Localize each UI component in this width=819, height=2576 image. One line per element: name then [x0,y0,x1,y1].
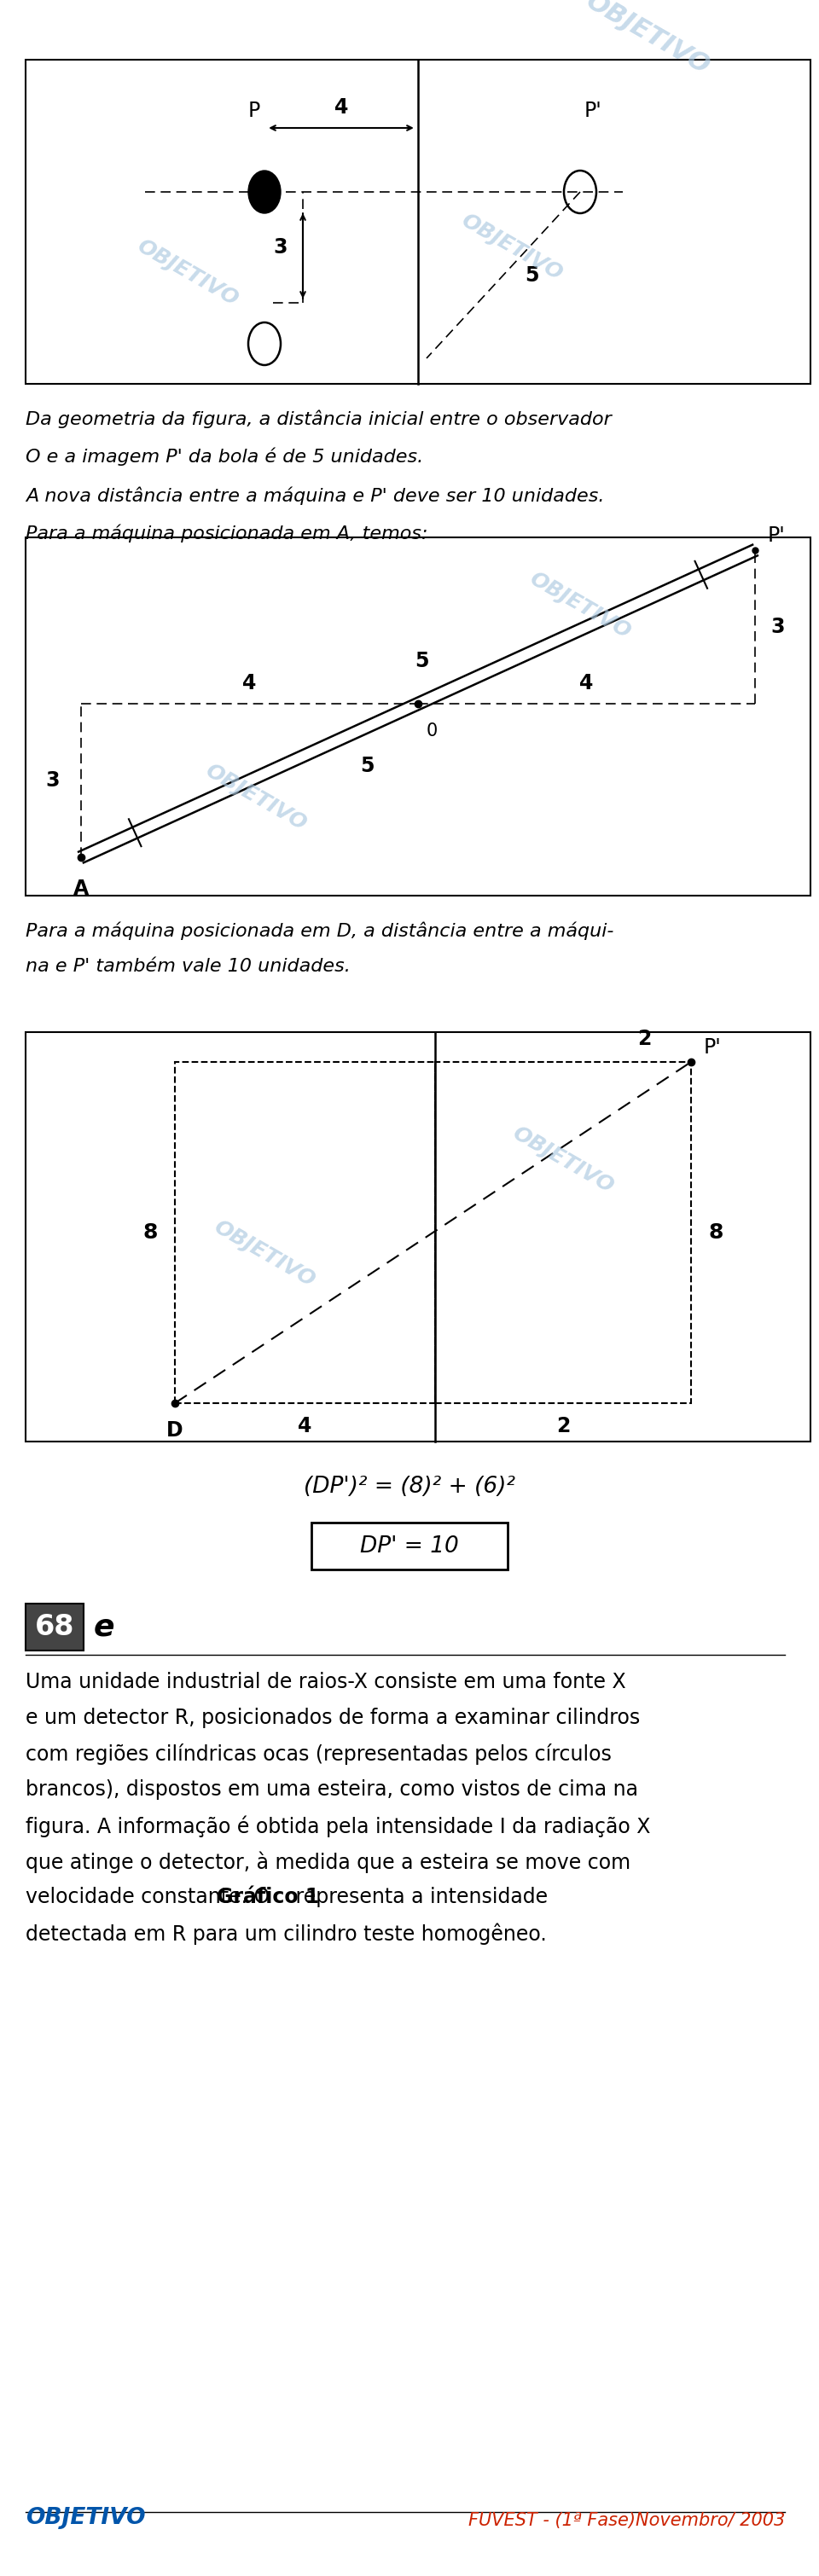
Text: P': P' [585,100,602,121]
Text: e: e [94,1613,115,1641]
Text: OBJETIVO: OBJETIVO [201,760,310,835]
Text: Para a máquina posicionada em A, temos:: Para a máquina posicionada em A, temos: [25,526,428,544]
Text: OBJETIVO: OBJETIVO [509,1123,618,1198]
Text: 0: 0 [427,721,438,739]
Text: brancos), dispostos em uma esteira, como vistos de cima na: brancos), dispostos em uma esteira, como… [25,1780,638,1801]
Text: 8: 8 [143,1224,158,1242]
Ellipse shape [248,170,281,214]
Text: DP' = 10: DP' = 10 [360,1535,459,1556]
Text: OBJETIVO: OBJETIVO [526,569,635,644]
Text: com regiões cilíndricas ocas (representadas pelos círculos: com regiões cilíndricas ocas (representa… [25,1744,612,1765]
Text: 3: 3 [771,616,785,636]
Text: 4: 4 [580,672,594,693]
Text: que atinge o detector, à medida que a esteira se move com: que atinge o detector, à medida que a es… [25,1852,631,1873]
Text: Para a máquina posicionada em D, a distância entre a máqui-: Para a máquina posicionada em D, a distâ… [25,922,613,940]
Text: OBJETIVO: OBJETIVO [25,2506,146,2530]
Text: P: P [248,100,260,121]
Text: 5: 5 [360,755,374,775]
Text: e um detector R, posicionados de forma a examinar cilindros: e um detector R, posicionados de forma a… [25,1708,640,1728]
Text: (DP')² = (8)² + (6)²: (DP')² = (8)² + (6)² [304,1476,515,1497]
Text: representa a intensidade: representa a intensidade [289,1886,547,1906]
Text: Uma unidade industrial de raios-X consiste em uma fonte X: Uma unidade industrial de raios-X consis… [25,1672,626,1692]
Text: 2: 2 [556,1417,570,1437]
Bar [175,1061,435,1404]
Text: 3: 3 [46,770,60,791]
Text: velocidade constante. O: velocidade constante. O [25,1886,276,1906]
Text: 3: 3 [274,237,287,258]
Text: Gráfico 1: Gráfico 1 [217,1886,319,1906]
Text: 2: 2 [637,1028,651,1048]
Text: detectada em R para um cilindro teste homogêneo.: detectada em R para um cilindro teste ho… [25,1922,546,1945]
Bar [25,1605,84,1651]
Text: 4: 4 [298,1417,312,1437]
Text: A: A [73,878,88,899]
Bar [311,1522,508,1569]
Text: 5: 5 [525,265,539,286]
Text: 8: 8 [708,1224,723,1242]
Text: OBJETIVO: OBJETIVO [458,211,566,283]
Text: 4: 4 [242,672,256,693]
Text: D: D [166,1419,183,1440]
Bar [25,538,811,896]
Text: na e P' também vale 10 unidades.: na e P' também vale 10 unidades. [25,958,351,974]
Text: figura. A informação é obtida pela intensidade I da radiação X: figura. A informação é obtida pela inten… [25,1816,650,1837]
Text: 5: 5 [415,652,429,672]
Bar [435,1061,691,1404]
Text: 68: 68 [34,1613,75,1641]
Text: A nova distância entre a máquina e P' deve ser 10 unidades.: A nova distância entre a máquina e P' de… [25,487,604,505]
Text: P': P' [704,1038,722,1059]
Text: O e a imagem P' da bola é de 5 unidades.: O e a imagem P' da bola é de 5 unidades. [25,448,423,466]
Text: FUVEST - (1ª Fase)Novembro/ 2003: FUVEST - (1ª Fase)Novembro/ 2003 [468,2512,785,2530]
Text: OBJETIVO: OBJETIVO [210,1216,319,1291]
Text: 4: 4 [334,98,348,118]
Text: P': P' [768,526,785,546]
Text: OBJETIVO: OBJETIVO [582,0,715,80]
Text: Da geometria da figura, a distância inicial entre o observador: Da geometria da figura, a distância inic… [25,410,612,428]
Bar [25,1033,811,1443]
Text: OBJETIVO: OBJETIVO [133,237,242,309]
Bar [25,59,811,384]
